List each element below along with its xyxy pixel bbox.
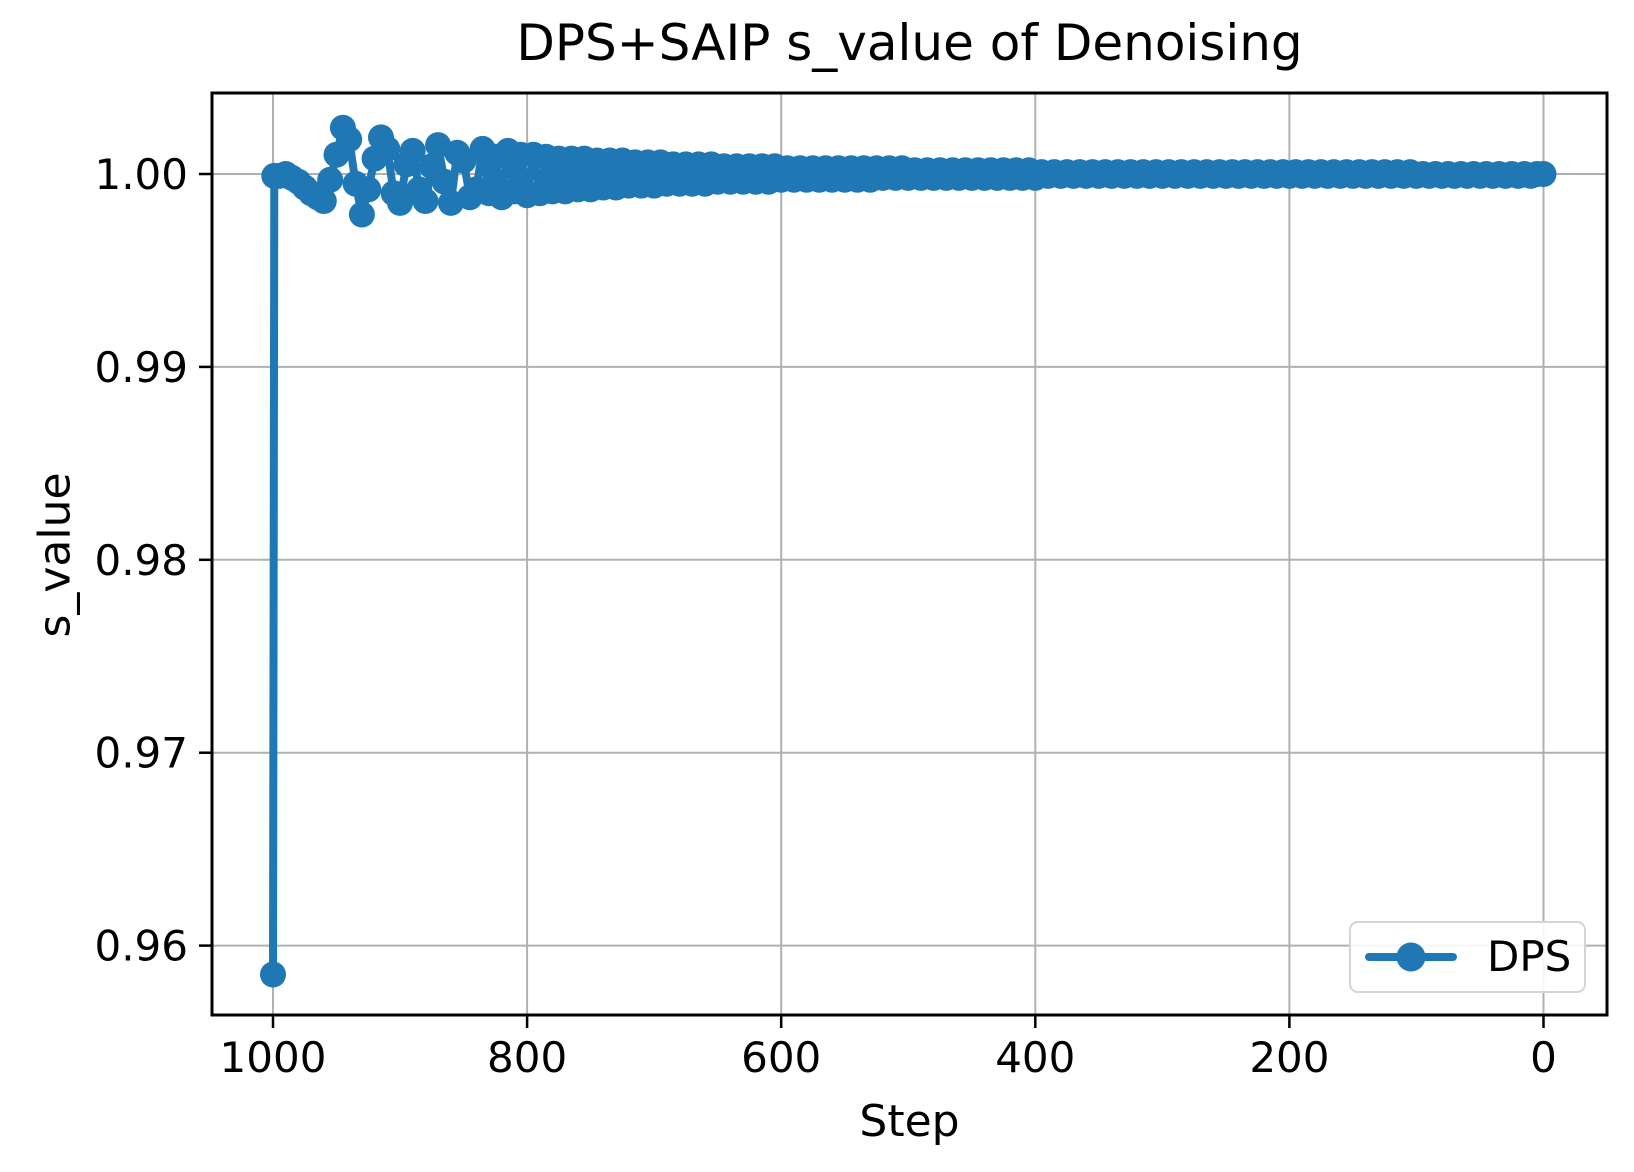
svg-text:0.98: 0.98 <box>94 536 188 585</box>
svg-text:0: 0 <box>1530 1033 1557 1082</box>
x-axis-label: Step <box>859 1096 960 1147</box>
legend-line-sample <box>1365 942 1457 972</box>
svg-text:600: 600 <box>741 1033 821 1082</box>
svg-text:400: 400 <box>995 1033 1075 1082</box>
svg-text:1000: 1000 <box>220 1033 327 1082</box>
svg-text:0.97: 0.97 <box>94 729 188 778</box>
svg-text:1.00: 1.00 <box>94 150 188 199</box>
svg-text:200: 200 <box>1249 1033 1329 1082</box>
svg-text:0.96: 0.96 <box>94 922 188 971</box>
legend-marker-dot <box>1396 942 1426 972</box>
svg-text:0.99: 0.99 <box>94 343 188 392</box>
legend: DPS <box>1349 921 1586 993</box>
legend-label: DPS <box>1487 932 1572 981</box>
svg-text:800: 800 <box>487 1033 567 1082</box>
chart-title: DPS+SAIP s_value of Denoising <box>516 14 1303 72</box>
